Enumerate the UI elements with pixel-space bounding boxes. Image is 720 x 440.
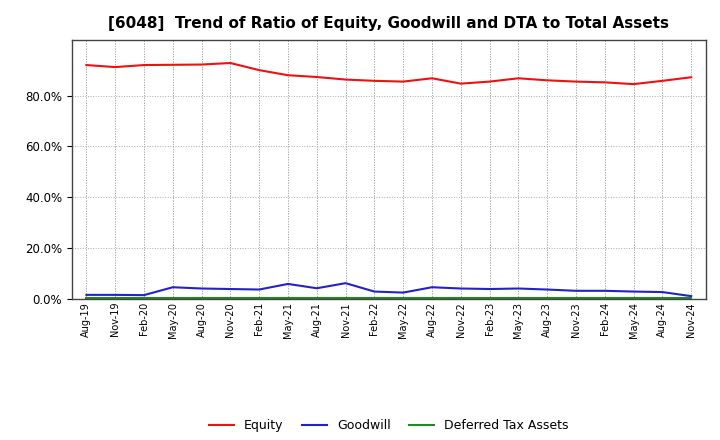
Equity [428,76,436,81]
Equity [255,67,264,73]
Line: Equity: Equity [86,63,691,84]
Deferred Tax Assets [514,296,523,301]
Deferred Tax Assets [284,296,292,301]
Equity [399,79,408,84]
Equity [82,62,91,68]
Goodwill [428,285,436,290]
Deferred Tax Assets [255,296,264,301]
Goodwill [485,286,494,292]
Deferred Tax Assets [687,296,696,301]
Goodwill [284,281,292,286]
Goodwill [341,281,350,286]
Goodwill [399,290,408,295]
Goodwill [168,285,177,290]
Deferred Tax Assets [572,296,580,301]
Equity [572,79,580,84]
Deferred Tax Assets [629,296,638,301]
Goodwill [140,293,148,298]
Equity [226,60,235,66]
Equity [600,80,609,85]
Goodwill [255,287,264,292]
Deferred Tax Assets [312,296,321,301]
Deferred Tax Assets [140,296,148,301]
Deferred Tax Assets [197,296,206,301]
Deferred Tax Assets [399,296,408,301]
Goodwill [629,289,638,294]
Deferred Tax Assets [82,296,91,301]
Equity [485,79,494,84]
Deferred Tax Assets [456,296,465,301]
Equity [543,78,552,83]
Equity [140,62,148,68]
Goodwill [456,286,465,291]
Goodwill [111,292,120,297]
Deferred Tax Assets [658,296,667,301]
Equity [687,75,696,80]
Deferred Tax Assets [428,296,436,301]
Equity [111,64,120,70]
Deferred Tax Assets [341,296,350,301]
Equity [312,74,321,80]
Goodwill [514,286,523,291]
Deferred Tax Assets [543,296,552,301]
Title: [6048]  Trend of Ratio of Equity, Goodwill and DTA to Total Assets: [6048] Trend of Ratio of Equity, Goodwil… [108,16,670,32]
Line: Goodwill: Goodwill [86,283,691,296]
Deferred Tax Assets [168,296,177,301]
Goodwill [197,286,206,291]
Goodwill [687,293,696,299]
Equity [456,81,465,86]
Equity [168,62,177,67]
Legend: Equity, Goodwill, Deferred Tax Assets: Equity, Goodwill, Deferred Tax Assets [204,414,574,437]
Deferred Tax Assets [226,296,235,301]
Equity [370,78,379,84]
Goodwill [312,286,321,291]
Goodwill [572,288,580,293]
Goodwill [226,286,235,292]
Equity [514,76,523,81]
Equity [629,81,638,87]
Deferred Tax Assets [600,296,609,301]
Goodwill [82,292,91,297]
Goodwill [658,290,667,295]
Goodwill [370,289,379,294]
Goodwill [543,287,552,292]
Deferred Tax Assets [485,296,494,301]
Deferred Tax Assets [370,296,379,301]
Goodwill [600,288,609,293]
Equity [197,62,206,67]
Deferred Tax Assets [111,296,120,301]
Equity [284,73,292,78]
Equity [658,78,667,84]
Equity [341,77,350,82]
